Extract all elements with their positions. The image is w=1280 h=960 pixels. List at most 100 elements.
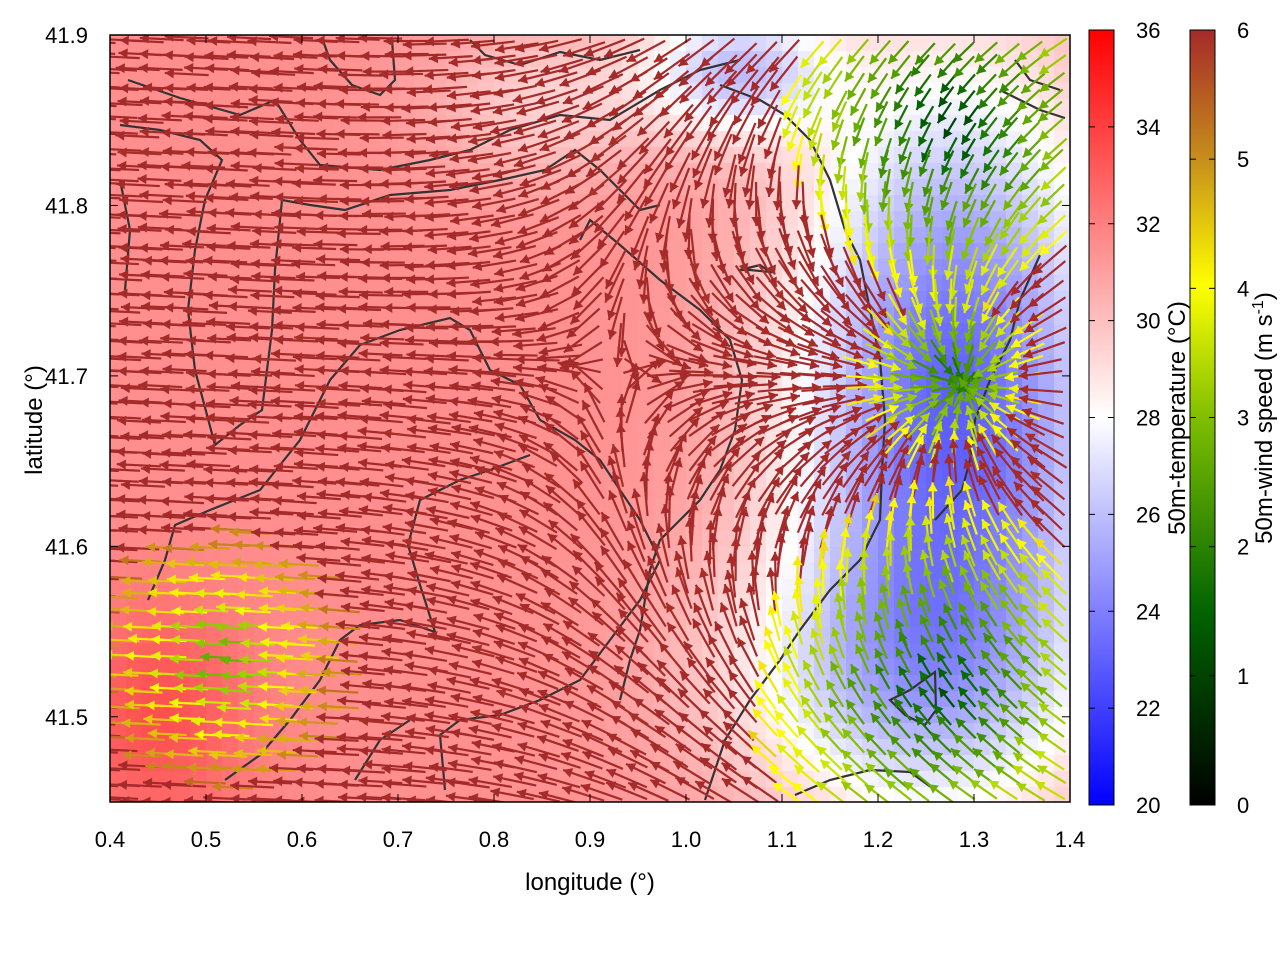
heat-cell [110, 83, 127, 100]
wind-arrowhead [139, 366, 149, 377]
heat-cell [750, 611, 767, 628]
heat-cell [846, 147, 863, 164]
heat-cell [862, 227, 879, 244]
heat-cell [462, 51, 479, 68]
heat-cell [686, 675, 703, 692]
wind-arrowhead [195, 638, 205, 649]
wind-arrowhead [140, 301, 151, 312]
heat-cell [350, 323, 367, 340]
wind-arrowhead [96, 225, 105, 235]
heat-cell [174, 355, 191, 372]
heat-cell [190, 627, 207, 644]
heat-cell [622, 451, 639, 468]
wind-arrowhead [96, 779, 105, 789]
wind-arrowhead [119, 195, 129, 206]
heat-cell [110, 675, 127, 692]
heat-cell [222, 579, 239, 596]
heat-cell [782, 531, 799, 548]
heat-cell [1054, 275, 1070, 292]
heat-cell [158, 195, 175, 212]
wind-arrowhead [73, 127, 82, 137]
wind-arrowhead [141, 796, 151, 802]
wind-arrowhead [117, 366, 127, 377]
wind-arrowhead [189, 541, 199, 552]
heat-cell [478, 387, 495, 404]
heat-cell [814, 787, 831, 802]
heat-cell [670, 147, 687, 164]
wind-arrowhead [124, 733, 135, 744]
contour-line [119, 123, 661, 447]
heat-cell [990, 787, 1007, 802]
heat-cell [174, 323, 191, 340]
wind-vector [110, 261, 139, 266]
wind-arrowhead [186, 400, 196, 411]
heat-cell [734, 547, 751, 564]
heat-cell [638, 659, 655, 676]
heat-cell [350, 627, 367, 644]
heat-cell [190, 435, 207, 452]
contour-line [127, 58, 741, 172]
heat-cell [302, 691, 319, 708]
wind-vector [110, 577, 119, 581]
heat-cell [142, 275, 159, 292]
wind-arrowhead [75, 288, 84, 298]
wind-arrowhead [183, 522, 193, 533]
heat-cell [302, 163, 319, 180]
wind-arrowhead [200, 651, 210, 662]
heat-cell [286, 499, 303, 516]
heat-cell [462, 195, 479, 212]
heat-cell [1054, 771, 1070, 788]
wind-arrowhead [75, 302, 84, 312]
wind-arrowhead [203, 113, 213, 124]
wind-arrowhead [164, 749, 174, 760]
heat-cell [1054, 675, 1070, 692]
wind-arrowhead [162, 476, 172, 487]
heat-cell [686, 547, 703, 564]
heat-cell [590, 499, 607, 516]
wind-arrowhead [117, 779, 128, 790]
heat-cell [158, 387, 175, 404]
wind-arrowhead [151, 621, 162, 632]
wind-arrowhead [184, 52, 194, 63]
heat-cell [926, 83, 943, 100]
heat-cell [206, 323, 223, 340]
wind-arrowhead [184, 349, 194, 360]
heat-cell [782, 595, 799, 612]
heat-cell [622, 547, 639, 564]
heat-cell [718, 515, 735, 532]
wind-arrowhead [77, 350, 86, 360]
wind-arrowhead [121, 718, 131, 729]
wind-arrowhead [116, 509, 126, 520]
heat-cell [142, 403, 159, 420]
wind-arrowhead [162, 195, 172, 206]
heat-cell [878, 419, 895, 436]
heat-cell [286, 227, 303, 244]
wind-arrowhead [97, 592, 106, 602]
wind-arrowhead [169, 697, 179, 708]
heat-cell [862, 755, 879, 772]
wind-arrowhead [140, 269, 150, 280]
heat-cell [734, 51, 751, 68]
wind-arrowhead [137, 524, 147, 535]
heat-cell [958, 643, 975, 660]
heat-cell [366, 771, 383, 788]
wind-arrowhead [95, 174, 104, 184]
heat-cell [174, 483, 191, 500]
heat-cell [686, 195, 703, 212]
heat-cell [334, 755, 351, 772]
wind-vector [110, 767, 141, 771]
heat-cell [1054, 611, 1070, 628]
wind-arrowhead [138, 430, 149, 441]
wind-arrowhead [98, 209, 107, 219]
heat-cell [158, 323, 175, 340]
heat-cell [142, 499, 159, 516]
heat-cell [734, 787, 751, 802]
heat-cell [366, 723, 383, 740]
heat-cell [142, 563, 159, 580]
heat-cell [1054, 755, 1070, 772]
heat-cell [830, 83, 847, 100]
wind-arrowhead [149, 682, 160, 693]
heat-cell [654, 451, 671, 468]
heat-cell [126, 419, 143, 436]
